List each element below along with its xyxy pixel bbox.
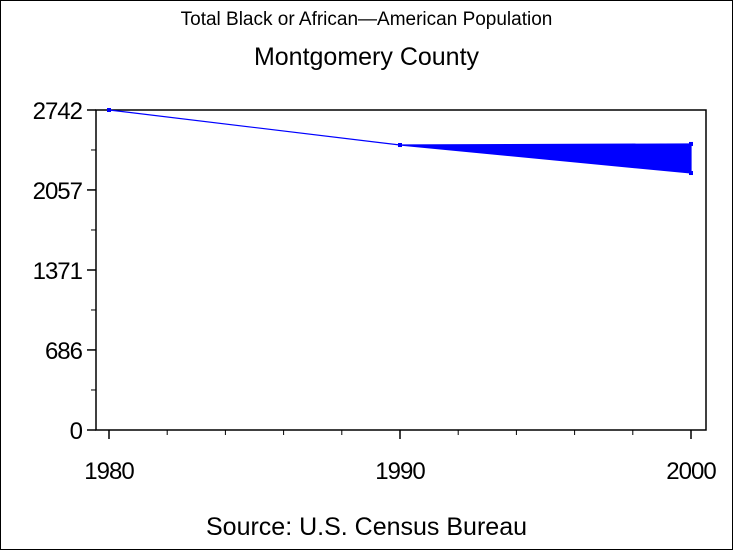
- data-point-lower: [398, 143, 402, 148]
- x-tick-label: 1990: [375, 458, 425, 485]
- data-point-upper: [689, 141, 693, 146]
- y-tick-label: 0: [70, 418, 83, 445]
- chart-title: Total Black or African—American Populati…: [180, 9, 553, 30]
- y-tick-label: 1371: [33, 258, 83, 285]
- data-point-lower: [107, 108, 111, 112]
- chart-footnote: Source: U.S. Census Bureau: [206, 513, 527, 541]
- x-tick-label: 2000: [666, 458, 716, 485]
- x-tick-label: 1980: [84, 458, 134, 485]
- y-tick-label: 686: [45, 338, 83, 365]
- chart-subtitle: Montgomery County: [253, 43, 480, 71]
- data-point-lower: [689, 171, 693, 176]
- y-tick-label: 2742: [33, 98, 83, 125]
- y-tick-label: 2057: [33, 178, 83, 205]
- series-band: [108, 109, 692, 174]
